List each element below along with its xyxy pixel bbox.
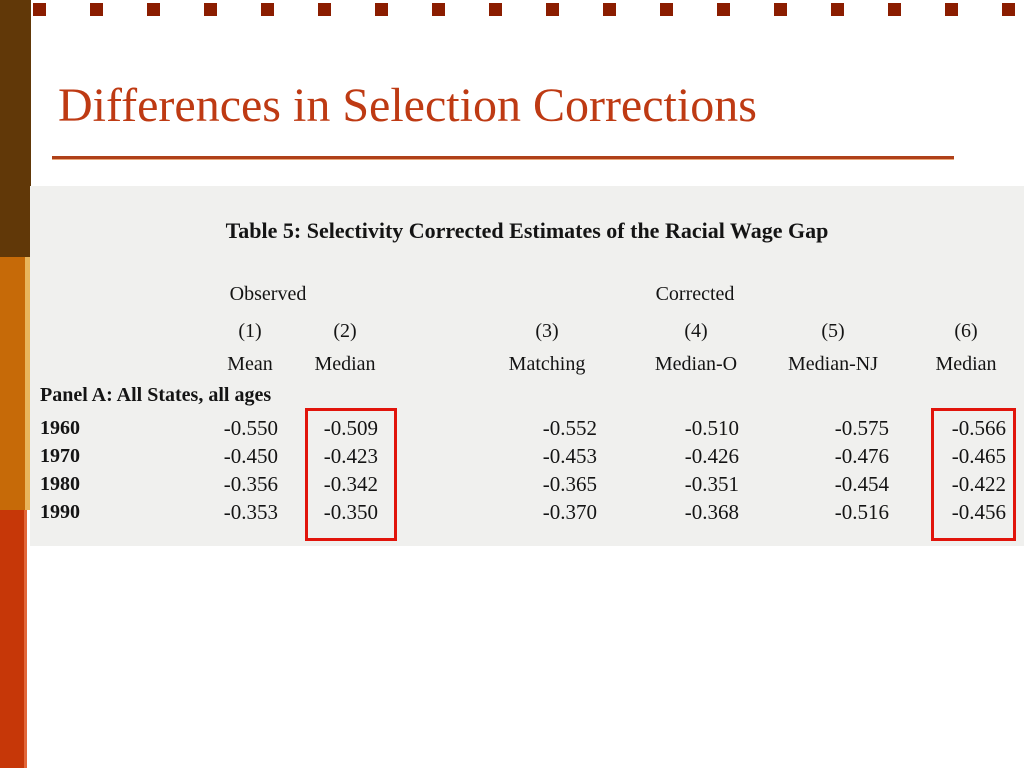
value-cell: -0.422 [951,472,1006,496]
sidebar-segment-orange [0,257,25,510]
slide-title: Differences in Selection Corrections [58,79,757,132]
column-number: (1) [238,320,262,342]
value-cell: -0.423 [323,444,378,468]
top-decor-square [90,3,103,16]
sidebar-segment-red [0,510,24,768]
spacer-cell [40,318,190,344]
table-row: 1980 -0.356 -0.342 -0.365 -0.351 -0.454 … [30,471,1015,497]
table-row: 1960 -0.550 -0.509 -0.552 -0.510 -0.575 … [30,415,1015,441]
column-name-median-nj: Median-NJ [788,353,878,375]
value-cell: -0.351 [684,472,739,496]
top-decor-square [660,3,673,16]
value-cell: -0.465 [951,444,1006,468]
top-decor-square [888,3,901,16]
value-cell: -0.566 [951,416,1006,440]
value-cell: -0.342 [323,472,378,496]
top-decor-square [603,3,616,16]
value-cell: -0.350 [323,500,378,524]
top-decor-square [204,3,217,16]
value-cell: -0.370 [542,500,597,524]
top-decor-square [546,3,559,16]
spacer-cell [40,351,190,377]
value-cell: -0.454 [834,472,889,496]
top-decor-squares-row [33,3,1015,16]
value-cell: -0.575 [834,416,889,440]
top-decor-square [489,3,502,16]
value-cell: -0.509 [323,416,378,440]
top-decor-square [774,3,787,16]
sidebar-red-edge-stripe [24,510,27,768]
value-cell: -0.356 [223,472,278,496]
column-name-median-o: Median-O [654,353,738,375]
row-year: 1970 [40,445,80,467]
table-figure: Table 5: Selectivity Corrected Estimates… [30,186,1024,546]
value-cell: -0.368 [684,500,739,524]
column-number: (6) [954,320,978,342]
highlight-box-col2 [305,408,397,541]
top-decor-square [33,3,46,16]
table-title: Table 5: Selectivity Corrected Estimates… [225,218,829,243]
top-decor-square [945,3,958,16]
column-name-matching: Matching [508,353,586,375]
table-row: 1970 -0.450 -0.423 -0.453 -0.426 -0.476 … [30,443,1015,469]
value-cell: -0.510 [684,416,739,440]
value-cell: -0.456 [951,500,1006,524]
column-name-median-6: Median [935,353,997,375]
group-header-row: Observed Corrected [30,283,1024,307]
column-numbers-row: (1) (2) (3) (4) (5) (6) [30,318,1015,344]
sidebar-gold-stripe [25,257,31,510]
highlight-box-col6 [931,408,1016,541]
top-decor-square [261,3,274,16]
column-name-median: Median [314,353,376,375]
top-decor-square [1002,3,1015,16]
row-year: 1960 [40,417,80,439]
column-number: (4) [684,320,708,342]
group-header-corrected: Corrected [655,283,735,305]
value-cell: -0.353 [223,500,278,524]
value-cell: -0.550 [223,416,278,440]
value-cell: -0.450 [223,444,278,468]
column-number: (5) [821,320,845,342]
column-name-mean: Mean [227,353,273,375]
title-underline-rule [52,156,954,160]
top-decor-square [831,3,844,16]
sidebar-segment-brown [0,0,31,257]
group-header-observed: Observed [229,283,307,305]
value-cell: -0.426 [684,444,739,468]
top-decor-square [375,3,388,16]
panel-label: Panel A: All States, all ages [40,384,272,406]
column-number: (2) [333,320,357,342]
value-cell: -0.476 [834,444,889,468]
top-decor-square [717,3,730,16]
table-row: 1990 -0.353 -0.350 -0.370 -0.368 -0.516 … [30,499,1015,525]
column-names-row: Mean Median Matching Median-O Median-NJ … [30,351,1015,377]
value-cell: -0.516 [834,500,889,524]
top-decor-square [432,3,445,16]
value-cell: -0.453 [542,444,597,468]
row-year: 1980 [40,473,80,495]
row-year: 1990 [40,501,80,523]
value-cell: -0.552 [542,416,597,440]
value-cell: -0.365 [542,472,597,496]
column-number: (3) [535,320,559,342]
top-decor-square [318,3,331,16]
top-decor-square [147,3,160,16]
